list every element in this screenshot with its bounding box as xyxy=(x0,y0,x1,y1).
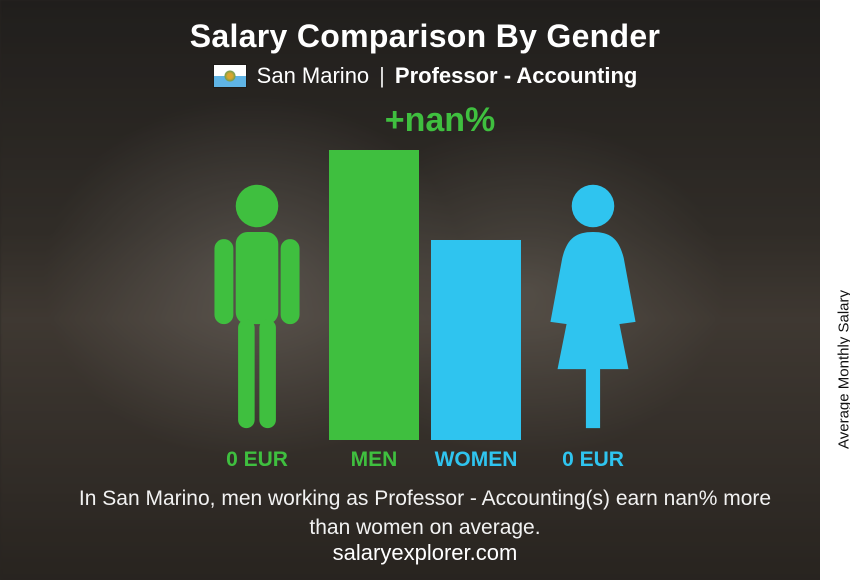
job-title: Professor - Accounting xyxy=(395,63,637,89)
content-wrapper: Salary Comparison By Gender San Marino |… xyxy=(0,0,850,580)
percent-difference-label: +nan% xyxy=(0,101,850,140)
female-icon xyxy=(533,180,653,440)
flag-crest-icon xyxy=(224,70,236,82)
women-label: WOMEN xyxy=(431,448,521,472)
flag-icon xyxy=(213,64,247,88)
men-bar xyxy=(329,150,419,440)
male-icon xyxy=(197,180,317,440)
separator: | xyxy=(379,63,385,89)
page-title: Salary Comparison By Gender xyxy=(0,18,850,55)
men-label: MEN xyxy=(329,448,419,472)
women-value: 0 EUR xyxy=(533,448,653,472)
women-bar xyxy=(431,240,521,440)
labels-row: 0 EUR MEN WOMEN 0 EUR xyxy=(145,448,705,472)
men-value: 0 EUR xyxy=(197,448,317,472)
description-text: In San Marino, men working as Professor … xyxy=(0,484,850,543)
footer-link[interactable]: salaryexplorer.com xyxy=(0,540,850,566)
country-name: San Marino xyxy=(257,63,370,89)
bar-chart xyxy=(145,140,705,440)
subtitle-row: San Marino | Professor - Accounting xyxy=(0,63,850,89)
